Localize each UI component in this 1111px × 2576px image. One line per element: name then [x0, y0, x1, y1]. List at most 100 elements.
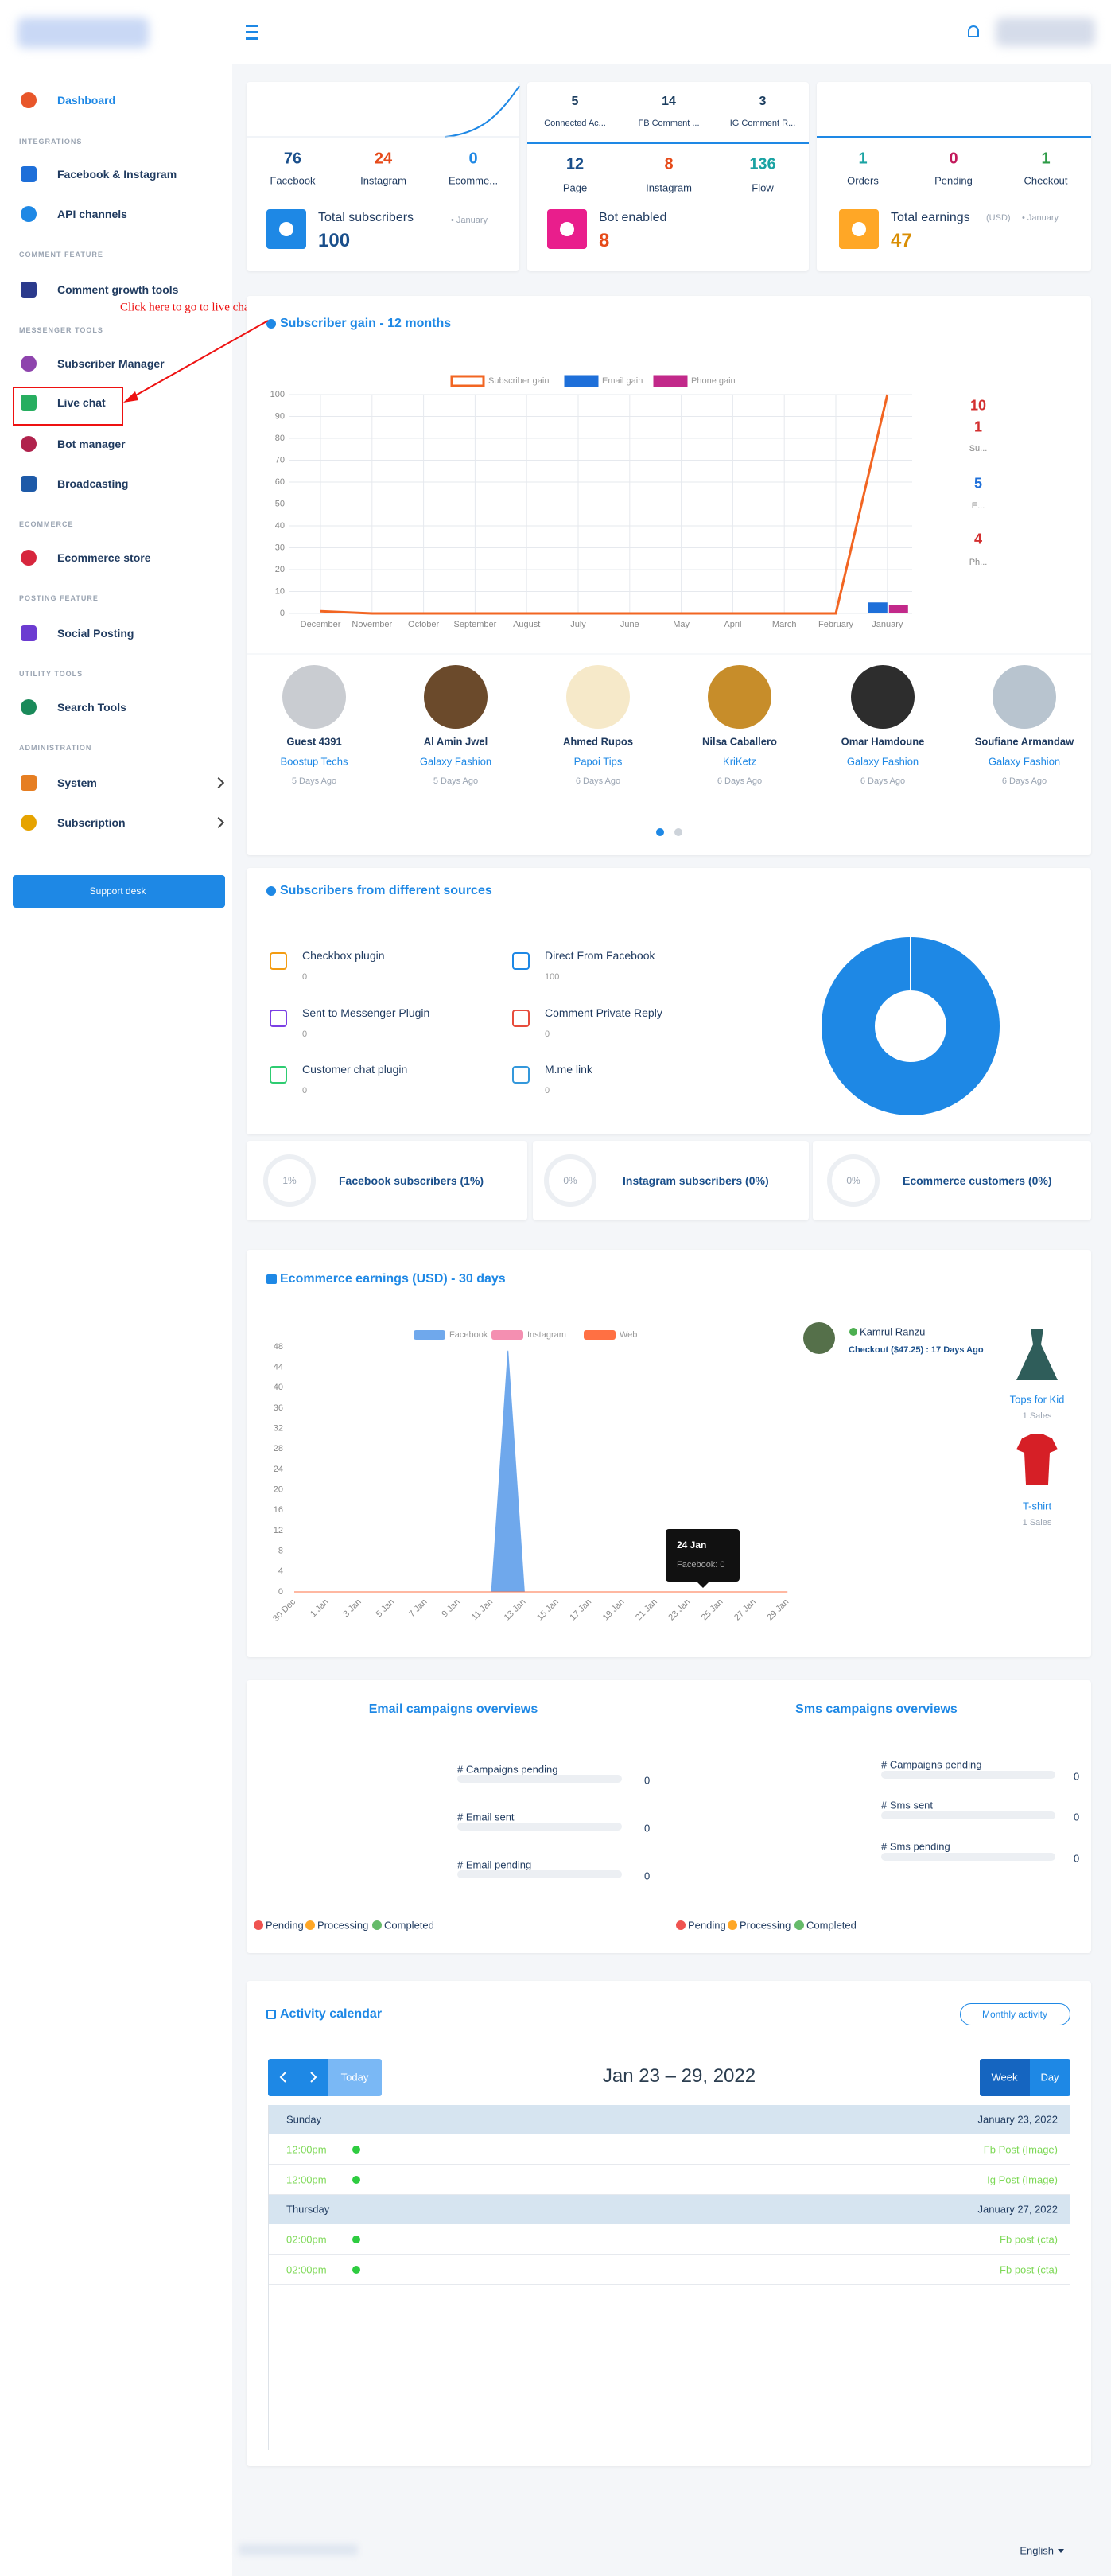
side-total: 10: [969, 397, 987, 414]
event-title[interactable]: Ig Post (Image): [987, 2173, 1058, 2186]
sidebar-item[interactable]: Live chat: [57, 396, 106, 409]
source-count: 100: [545, 972, 560, 982]
today-label[interactable]: Today: [340, 2071, 369, 2084]
event-title[interactable]: Fb Post (Image): [983, 2143, 1058, 2156]
section-title: Sms campaigns overviews: [795, 1702, 958, 1716]
sidebar-section: MESSENGER TOOLS: [19, 326, 103, 334]
subscriber-time: 6 Days Ago: [860, 776, 906, 786]
progress-track: [457, 1775, 622, 1783]
calendar-range: Jan 23 – 29, 2022: [602, 2065, 756, 2087]
stat-label: Orders: [847, 174, 879, 187]
sidebar-section: UTILITY TOOLS: [19, 670, 84, 678]
user-avatar[interactable]: [996, 18, 1095, 46]
sidebar-item[interactable]: System: [57, 776, 97, 789]
prev-button[interactable]: [268, 2059, 298, 2096]
subscriber-page: Galaxy Fashion: [988, 755, 1061, 768]
card-icon-glyph: [279, 222, 293, 236]
legend-label: Processing: [740, 1919, 791, 1932]
subscriber-page: Galaxy Fashion: [419, 755, 492, 768]
view-label[interactable]: Week: [991, 2071, 1018, 2084]
sidebar-item[interactable]: Subscriber Manager: [57, 357, 165, 370]
sidebar-icon: [21, 436, 37, 452]
event-row[interactable]: [269, 2165, 1070, 2195]
day-button[interactable]: [1030, 2059, 1070, 2096]
source-name: Sent to Messenger Plugin: [302, 1006, 430, 1019]
progress-track: [881, 1853, 1055, 1861]
subscriber-name: Ahmed Rupos: [562, 735, 634, 748]
subscriber-time: 6 Days Ago: [717, 776, 763, 786]
event-row[interactable]: [269, 2255, 1070, 2285]
sidebar-icon: [21, 206, 37, 222]
sidebar-item[interactable]: Broadcasting: [57, 477, 129, 490]
sidebar-section: ADMINISTRATION: [19, 744, 92, 752]
source-icon: [512, 1066, 530, 1084]
sidebar-item[interactable]: Bot manager: [57, 438, 126, 450]
campaign-value: 0: [1074, 1770, 1080, 1783]
sidebar-item[interactable]: API channels: [57, 208, 127, 220]
side-stat-value: 4: [973, 531, 983, 547]
subscriber-name: Guest 4391: [286, 735, 342, 748]
title-icon: [266, 2010, 276, 2019]
today-button[interactable]: [328, 2059, 382, 2096]
percent-value: 1%: [282, 1175, 297, 1186]
event-time: 12:00pm: [286, 2143, 327, 2156]
sidebar-item[interactable]: Subscription: [57, 816, 126, 829]
language-select[interactable]: English: [1020, 2544, 1054, 2557]
sidebar-item[interactable]: Ecommerce store: [57, 551, 151, 564]
campaign-value: 0: [1074, 1852, 1080, 1865]
sidebar: [0, 64, 232, 2576]
campaign-value: 0: [1074, 1811, 1080, 1823]
event-title[interactable]: Fb post (cta): [1000, 2263, 1058, 2276]
section-title: Subscribers from different sources: [280, 884, 492, 897]
event-time: 12:00pm: [286, 2173, 327, 2186]
sidebar-item[interactable]: Social Posting: [57, 627, 134, 640]
percent-label: Ecommerce customers (0%): [903, 1174, 1052, 1187]
support-label[interactable]: Support desk: [89, 885, 146, 897]
sidebar-item[interactable]: Dashboard: [57, 94, 116, 107]
support-button[interactable]: [13, 875, 225, 908]
view-label[interactable]: Day: [1040, 2071, 1059, 2084]
source-count: 0: [545, 1029, 550, 1039]
event-row[interactable]: [269, 2134, 1070, 2165]
menu-icon-bar: [246, 31, 258, 33]
percent-label: Instagram subscribers (0%): [623, 1174, 769, 1187]
stat-value: 136: [749, 155, 776, 173]
total-value: 100: [318, 230, 351, 251]
day-name: Thursday: [286, 2203, 330, 2216]
week-button[interactable]: [980, 2059, 1030, 2096]
total-value: 47: [891, 230, 912, 251]
subscriber-name: Nilsa Caballero: [702, 735, 777, 748]
monthly-button[interactable]: [960, 2003, 1070, 2025]
sidebar-item[interactable]: Comment growth tools: [57, 283, 179, 296]
legend-label: Pending: [688, 1919, 726, 1932]
event-row[interactable]: [269, 2224, 1070, 2255]
event-title[interactable]: Fb post (cta): [1000, 2233, 1058, 2246]
stat-value: 76: [283, 150, 302, 168]
sidebar-section: ECOMMERCE: [19, 520, 74, 528]
stat-value: 14: [662, 95, 676, 108]
title-icon: [266, 1274, 277, 1284]
sidebar-item[interactable]: Facebook & Instagram: [57, 168, 177, 181]
subscriber-time: 6 Days Ago: [1001, 776, 1047, 786]
card-icon-glyph: [560, 222, 574, 236]
progress-track: [457, 1823, 622, 1831]
event-time: 02:00pm: [286, 2263, 327, 2276]
sidebar-icon: [21, 699, 37, 715]
monthly-label[interactable]: Monthly activity: [981, 2009, 1048, 2020]
next-button[interactable]: [298, 2059, 328, 2096]
bell-icon[interactable]: [968, 25, 979, 37]
sidebar-item[interactable]: Search Tools: [57, 701, 126, 714]
campaign-label: # Sms pending: [881, 1840, 950, 1853]
subscriber-name: Soufiane Armandaw: [974, 735, 1074, 748]
card: [247, 1250, 1091, 1657]
sidebar-icon: [21, 550, 37, 566]
top-bar: [0, 0, 1111, 64]
sidebar-icon: [21, 476, 37, 492]
card: [247, 868, 1091, 1134]
stat-value: 0: [468, 150, 478, 168]
source-name: Checkbox plugin: [302, 949, 385, 962]
subscriber-page: Papoi Tips: [573, 755, 623, 768]
sidebar-icon: [21, 282, 37, 298]
section-title: Activity calendar: [280, 2007, 383, 2021]
